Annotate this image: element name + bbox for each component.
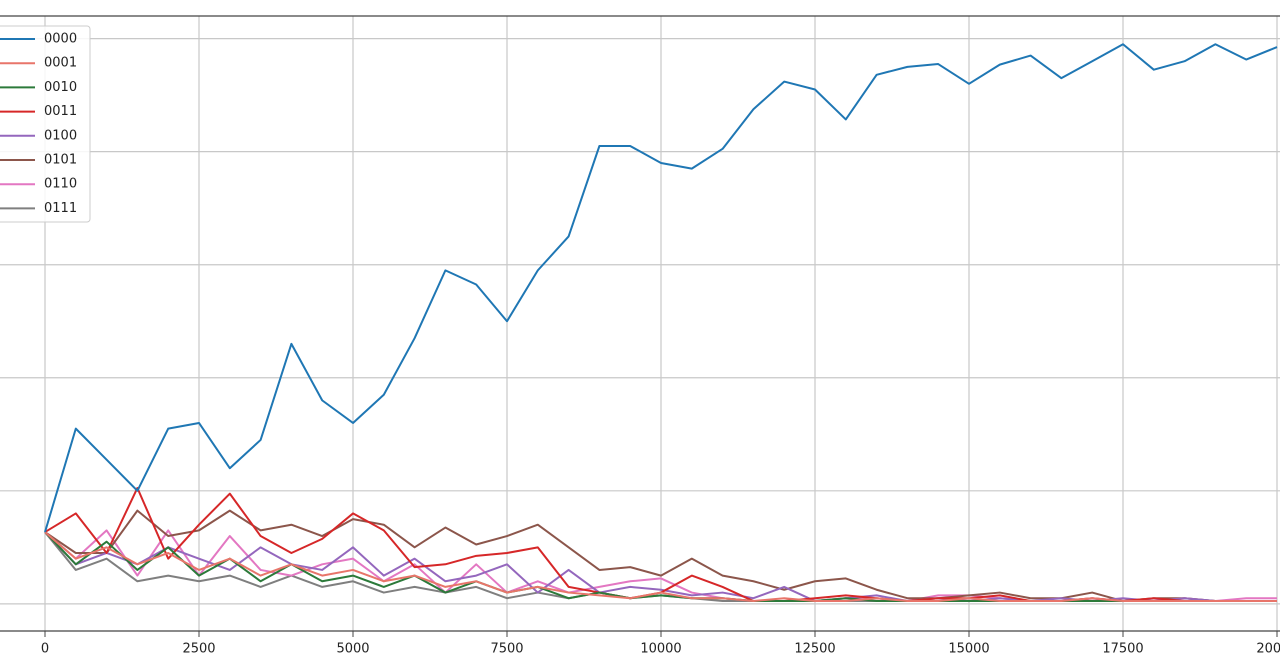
legend: 0000 0001 0010 0011 0100 0101 0110 0111 xyxy=(0,25,91,223)
legend-label: 0100 xyxy=(44,128,77,143)
grid xyxy=(0,16,1280,631)
legend-label: 0010 xyxy=(44,80,77,95)
legend-label: 0110 xyxy=(44,177,77,192)
series-line xyxy=(44,43,1278,533)
legend-box xyxy=(0,25,91,223)
x-tick-label: 17500 xyxy=(1102,642,1143,657)
x-tick-label: 15000 xyxy=(948,642,989,657)
legend-label: 0001 xyxy=(44,56,77,71)
legend-label: 0101 xyxy=(44,153,77,168)
x-tick-label: 10000 xyxy=(640,642,681,657)
series-line xyxy=(44,509,1277,603)
x-tick-label: 5000 xyxy=(336,642,369,657)
x-tick-label: 2500 xyxy=(182,642,215,657)
x-tick-label: 12500 xyxy=(794,642,835,657)
legend-label: 0000 xyxy=(44,32,77,47)
x-tick-label: 0 xyxy=(41,642,49,657)
x-tick-label: 7500 xyxy=(490,642,523,657)
lines xyxy=(44,43,1278,603)
legend-label: 0111 xyxy=(44,201,77,216)
legend-label: 0011 xyxy=(44,104,77,119)
series-line xyxy=(44,531,1277,603)
frame xyxy=(0,15,1280,632)
